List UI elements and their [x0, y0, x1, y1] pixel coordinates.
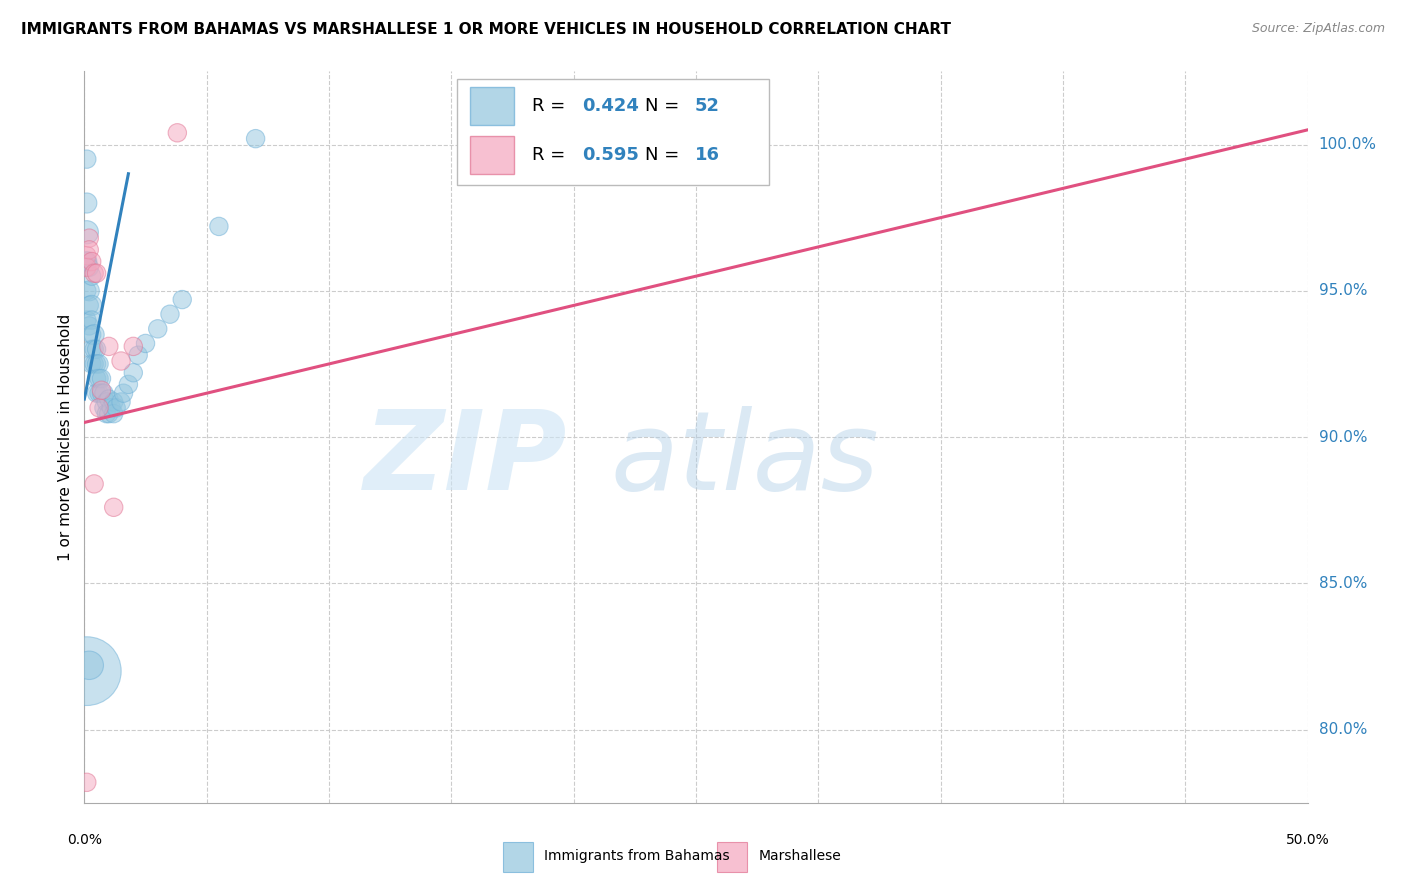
- Text: IMMIGRANTS FROM BAHAMAS VS MARSHALLESE 1 OR MORE VEHICLES IN HOUSEHOLD CORRELATI: IMMIGRANTS FROM BAHAMAS VS MARSHALLESE 1…: [21, 22, 950, 37]
- Point: [93, 401, 115, 415]
- Point: [87, 371, 110, 385]
- Point: [146, 322, 169, 336]
- Text: 100.0%: 100.0%: [1319, 137, 1376, 152]
- Point: [77, 318, 100, 333]
- Point: [117, 377, 139, 392]
- Point: [76, 284, 98, 298]
- Point: [80, 269, 103, 284]
- Point: [96, 395, 118, 409]
- Point: [122, 366, 145, 380]
- Point: [127, 348, 149, 362]
- Point: [172, 293, 194, 307]
- Point: [83, 266, 105, 280]
- Point: [76, 313, 98, 327]
- Y-axis label: 1 or more Vehicles in Household: 1 or more Vehicles in Household: [58, 313, 73, 561]
- Point: [80, 343, 103, 357]
- Point: [76, 260, 98, 275]
- Point: [77, 231, 100, 245]
- Point: [76, 254, 98, 268]
- Text: Source: ZipAtlas.com: Source: ZipAtlas.com: [1251, 22, 1385, 36]
- Point: [93, 386, 115, 401]
- Point: [83, 357, 105, 371]
- Point: [80, 313, 103, 327]
- Text: 80.0%: 80.0%: [1319, 723, 1367, 737]
- Point: [97, 407, 120, 421]
- Point: [80, 254, 103, 268]
- Text: atlas: atlas: [610, 406, 880, 513]
- Point: [77, 260, 100, 275]
- Point: [80, 298, 103, 312]
- Point: [80, 357, 103, 371]
- Point: [86, 371, 108, 385]
- Text: Immigrants from Bahamas: Immigrants from Bahamas: [544, 849, 730, 863]
- Point: [90, 386, 112, 401]
- Point: [100, 401, 122, 415]
- Bar: [717, 841, 748, 872]
- Point: [86, 386, 108, 401]
- Text: ZIP: ZIP: [364, 406, 568, 513]
- Point: [83, 327, 105, 342]
- Point: [122, 339, 145, 353]
- Point: [159, 307, 181, 321]
- Point: [103, 395, 125, 409]
- Point: [77, 298, 100, 312]
- Point: [208, 219, 231, 234]
- Text: 85.0%: 85.0%: [1319, 576, 1367, 591]
- Point: [76, 249, 98, 263]
- Point: [77, 658, 100, 673]
- Text: 50.0%: 50.0%: [1285, 833, 1330, 847]
- Point: [76, 664, 98, 678]
- Point: [90, 384, 112, 398]
- Point: [105, 401, 128, 415]
- Point: [87, 401, 110, 415]
- Point: [76, 225, 98, 239]
- Point: [90, 371, 112, 385]
- Point: [135, 336, 157, 351]
- Text: Marshallese: Marshallese: [758, 849, 841, 863]
- Point: [80, 327, 103, 342]
- Point: [166, 126, 188, 140]
- Point: [83, 476, 105, 491]
- Point: [97, 339, 120, 353]
- Point: [86, 266, 108, 280]
- Bar: [503, 841, 533, 872]
- Point: [77, 284, 100, 298]
- Point: [76, 254, 98, 268]
- Point: [110, 354, 132, 368]
- Text: 95.0%: 95.0%: [1319, 284, 1367, 298]
- Point: [103, 500, 125, 515]
- Point: [87, 357, 110, 371]
- Point: [83, 343, 105, 357]
- Point: [245, 131, 267, 145]
- Point: [112, 386, 135, 401]
- Point: [110, 395, 132, 409]
- Point: [86, 357, 108, 371]
- Text: 0.0%: 0.0%: [67, 833, 101, 847]
- Point: [77, 243, 100, 257]
- Point: [86, 343, 108, 357]
- Point: [76, 775, 98, 789]
- Point: [87, 386, 110, 401]
- Point: [76, 196, 98, 211]
- Point: [103, 407, 125, 421]
- Point: [96, 407, 118, 421]
- Point: [76, 152, 98, 166]
- Point: [97, 392, 120, 406]
- Text: 90.0%: 90.0%: [1319, 430, 1367, 444]
